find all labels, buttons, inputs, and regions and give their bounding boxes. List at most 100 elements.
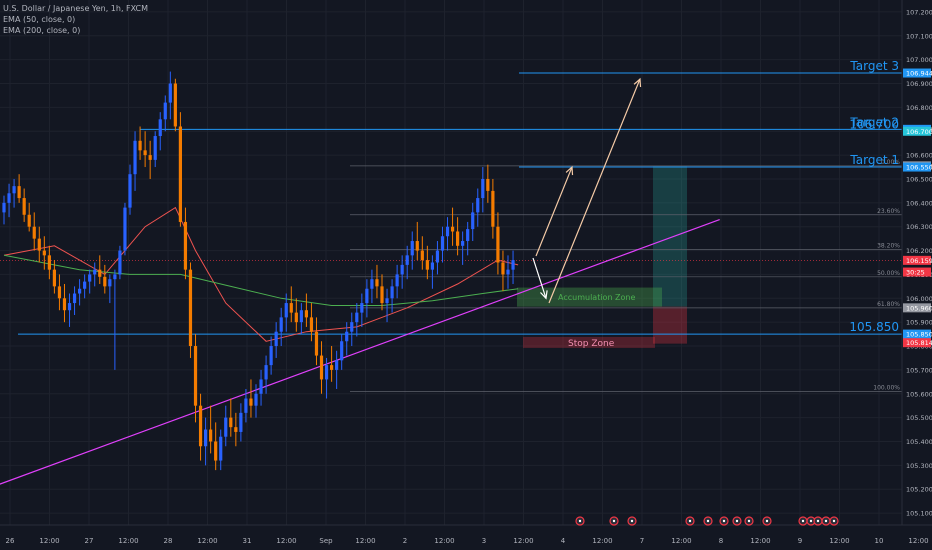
candle-body-48 (244, 398, 248, 413)
price-tick-17: 106.800 (906, 104, 932, 112)
candle-body-29 (148, 155, 152, 160)
price-tick-13: 106.400 (906, 199, 932, 207)
candle-body-69 (350, 322, 354, 332)
price-tick-9: 106.000 (906, 295, 932, 303)
event-markers (575, 516, 839, 526)
price-tick-11: 106.200 (906, 247, 932, 255)
time-tick-15: 12:00 (592, 537, 612, 545)
candle-body-24 (123, 207, 127, 251)
candle-body-92 (466, 229, 470, 242)
event-marker-dot-0 (578, 519, 582, 523)
time-tick-6: 31 (243, 537, 252, 545)
candle-body-73 (370, 279, 374, 289)
projection-arrows (532, 77, 642, 304)
candle-body-31 (158, 119, 162, 137)
indicator-ema200-label: EMA (200, close, 0) (3, 26, 81, 35)
candle-body-84 (425, 260, 429, 270)
fib-label-4: 61.80% (877, 301, 900, 308)
candle-body-44 (224, 417, 228, 437)
candle-body-70 (355, 312, 359, 323)
candle-body-57 (289, 303, 293, 313)
price-tag-bg-8 (903, 329, 931, 339)
price-tag-8: 105.850 (906, 331, 932, 339)
candle-body-41 (209, 429, 213, 442)
candle-body-4 (22, 198, 26, 215)
candle-body-65 (330, 365, 334, 370)
time-tick-14: 4 (561, 537, 566, 545)
price-tick-8: 105.900 (906, 319, 932, 327)
event-marker-dot-7 (747, 519, 751, 523)
candle-body-8 (42, 250, 46, 256)
candle-body-67 (340, 341, 344, 361)
event-marker-dot-12 (824, 519, 828, 523)
candle-body-74 (375, 279, 379, 287)
price-tick-21: 107.200 (906, 8, 932, 16)
price-tag-bg-5 (903, 255, 931, 265)
time-tick-3: 12:00 (118, 537, 138, 545)
event-marker-dot-3 (688, 519, 692, 523)
candle-body-99 (501, 262, 505, 275)
time-tick-10: 2 (403, 537, 407, 545)
candle-body-78 (395, 274, 399, 287)
candle-body-58 (294, 312, 298, 323)
price-tag-4: 106.550 (906, 164, 932, 172)
profit-zone-box (653, 165, 687, 307)
candle-body-20 (103, 276, 107, 287)
candle-body-54 (274, 331, 278, 347)
candle-body-39 (198, 405, 203, 447)
event-marker-dot-5 (722, 519, 726, 523)
time-tick-7: 12:00 (276, 537, 296, 545)
ema50-line (3, 206, 519, 342)
candle-body-43 (219, 436, 223, 461)
event-marker-dot-1 (612, 519, 616, 523)
time-tick-2: 27 (85, 537, 94, 545)
candle-body-3 (17, 186, 21, 199)
chart-legend: U.S. Dollar / Japanese Yen, 1h, FXCM EMA… (3, 3, 148, 36)
candle-body-101 (511, 260, 515, 270)
time-tick-21: 12:00 (829, 537, 849, 545)
candle-body-25 (128, 174, 132, 208)
candle-body-87 (440, 236, 445, 251)
price-tag-5: 106.159 (906, 257, 932, 265)
candle-body-22 (113, 274, 117, 280)
price-tick-19: 107.000 (906, 56, 932, 64)
time-tick-9: 12:00 (355, 537, 375, 545)
event-marker-dot-8 (765, 519, 769, 523)
candle-body-71 (360, 303, 364, 313)
time-tick-22: 10 (875, 537, 884, 545)
candle-body-26 (133, 140, 137, 175)
candle-body-38 (193, 346, 198, 406)
candle-body-72 (365, 288, 369, 304)
event-marker-dot-9 (801, 519, 805, 523)
candle-body-56 (284, 303, 288, 318)
price-tick-12: 106.300 (906, 223, 932, 231)
candle-body-80 (405, 255, 409, 265)
price-tag-bg-0 (903, 68, 931, 78)
candle-body-35 (178, 126, 182, 222)
price-tick-4: 105.500 (906, 414, 932, 422)
candle-body-83 (420, 250, 424, 261)
price-tick-15: 106.600 (906, 152, 932, 160)
candle-body-28 (143, 150, 147, 156)
fib-label-3: 50.00% (877, 270, 900, 277)
level-big-label-1: Target 2 (849, 115, 899, 129)
candle-body-95 (481, 178, 485, 199)
candle-body-46 (234, 427, 238, 432)
candle-body-64 (324, 365, 329, 380)
time-tick-11: 12:00 (434, 537, 454, 545)
candle-body-10 (52, 269, 56, 287)
candle-body-49 (249, 398, 253, 406)
candle-body-36 (183, 221, 188, 270)
candle-body-9 (47, 255, 51, 270)
support-trendline (0, 218, 720, 485)
time-tick-17: 12:00 (671, 537, 691, 545)
candle-body-63 (319, 355, 324, 380)
level-big-label-2: 106.700 (849, 117, 899, 131)
price-tag-6: 30:25 (906, 269, 925, 277)
candle-body-40 (204, 429, 208, 447)
price-tick-6: 105.700 (906, 366, 932, 374)
candle-body-81 (410, 241, 414, 256)
arrow-to-target1-head (565, 165, 574, 176)
